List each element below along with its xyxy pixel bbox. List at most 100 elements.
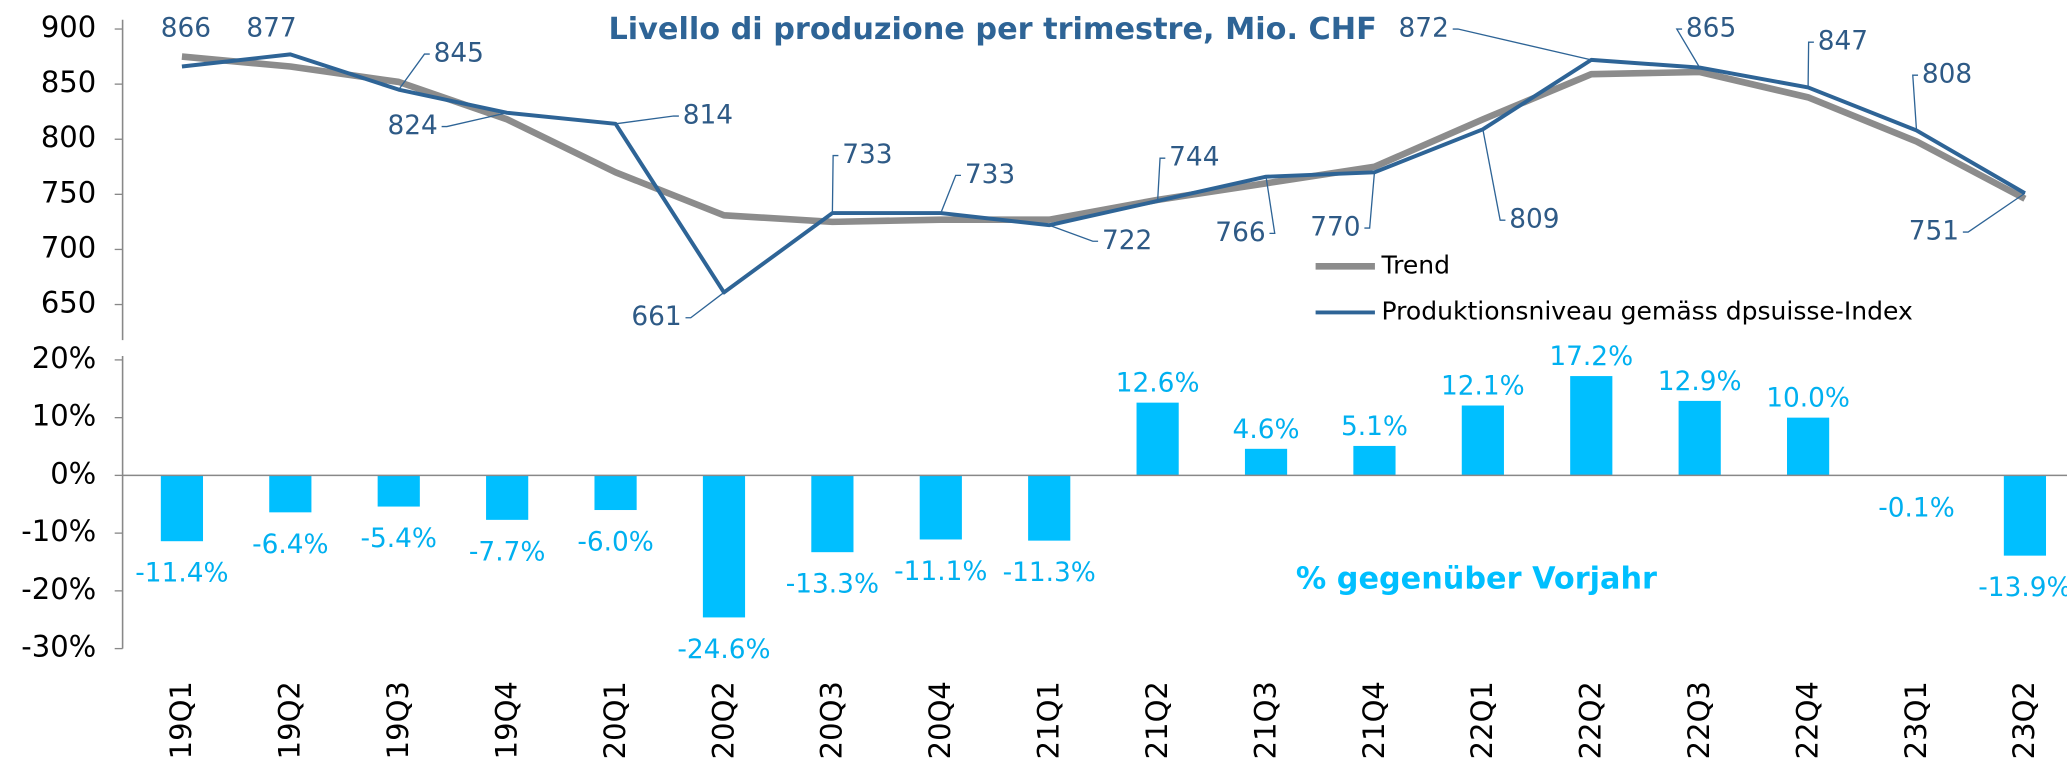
x-tick-label: 19Q2: [273, 681, 307, 759]
data-label: -11.1%: [894, 557, 987, 587]
leader-line: [441, 112, 508, 128]
bar: [377, 475, 420, 507]
data-label: 17.2%: [1549, 342, 1633, 372]
bar: [269, 475, 312, 513]
leader-line: [1452, 28, 1592, 61]
data-label: 12.9%: [1658, 367, 1742, 397]
legend-label: Trend: [1381, 250, 1451, 279]
bar: [811, 475, 854, 553]
data-label: -6.4%: [252, 530, 328, 560]
x-tick-label: 21Q1: [1032, 681, 1066, 759]
leader-line: [831, 154, 839, 214]
data-label: 661: [631, 302, 681, 332]
bar-title: % gegenüber Vorjahr: [1296, 562, 1657, 597]
data-label: -11.3%: [1003, 558, 1096, 588]
bar: [1678, 400, 1721, 476]
bar: [1570, 376, 1613, 476]
data-label: 866: [161, 14, 211, 44]
data-label: -13.9%: [1978, 573, 2067, 603]
x-tick-label: 19Q1: [164, 681, 198, 759]
leader-line: [1364, 172, 1376, 229]
x-tick-label: 22Q3: [1682, 681, 1716, 759]
bar: [1244, 448, 1288, 476]
y-tick-label: 650: [41, 286, 96, 320]
bar: [1787, 417, 1830, 476]
leader-line: [1482, 129, 1506, 221]
data-label: 733: [965, 160, 1015, 190]
y-tick-label: -10%: [21, 514, 96, 548]
data-label: 872: [1399, 14, 1449, 44]
x-tick-label: 19Q3: [381, 681, 415, 759]
x-tick-label: 19Q4: [489, 681, 523, 759]
data-label: 751: [1909, 217, 1959, 247]
leader-line: [398, 53, 430, 91]
y-tick-label: 20%: [32, 341, 96, 375]
y-tick-label: 850: [41, 65, 96, 99]
data-label: -7.7%: [469, 537, 545, 567]
leader-line: [1675, 28, 1701, 68]
data-label: 10.0%: [1766, 384, 1850, 414]
data-label: 733: [842, 140, 892, 170]
bar: [160, 475, 204, 542]
leader-line: [615, 115, 679, 125]
x-tick-label: 20Q2: [706, 681, 740, 759]
leader-line: [1048, 224, 1099, 242]
data-label: 5.1%: [1341, 412, 1408, 442]
data-label: 722: [1102, 226, 1152, 256]
data-label: 865: [1686, 14, 1736, 44]
data-label: 744: [1169, 143, 1219, 173]
data-label: 808: [1922, 60, 1972, 90]
x-tick-label: 22Q1: [1465, 681, 1499, 759]
x-tick-label: 22Q2: [1574, 681, 1608, 759]
y-tick-label: -20%: [21, 572, 96, 606]
x-tick-label: 20Q1: [598, 681, 632, 759]
leader-line: [1912, 74, 1919, 131]
bar: [1028, 475, 1071, 541]
y-tick-label: 700: [41, 230, 96, 264]
data-label: 12.1%: [1441, 372, 1525, 402]
x-tick-label: 22Q4: [1790, 681, 1824, 759]
data-label: 877: [246, 14, 296, 44]
y-tick-label: 10%: [32, 399, 96, 433]
leader-line: [1156, 157, 1166, 201]
data-label: -0.1%: [1878, 493, 1954, 523]
leader-line: [685, 291, 725, 319]
leader-line: [940, 174, 961, 214]
data-label: 847: [1818, 27, 1868, 57]
bar: [1353, 445, 1396, 476]
bar: [1136, 402, 1179, 476]
line-series: [181, 53, 2027, 226]
legend-label: Produktionsniveau gemäss dpsuisse-Index: [1382, 296, 1913, 325]
data-label: 12.6%: [1116, 369, 1200, 399]
data-label: -6.0%: [577, 527, 653, 557]
data-label: -24.6%: [677, 635, 770, 665]
bar: [919, 475, 962, 540]
x-tick-label: 21Q2: [1140, 681, 1174, 759]
data-label: 824: [387, 111, 437, 141]
x-tick-label: 23Q1: [1899, 681, 1933, 759]
leader-line: [1962, 192, 2026, 233]
data-label: -11.4%: [135, 559, 228, 589]
data-label: 766: [1215, 218, 1265, 248]
bar: [702, 475, 746, 618]
x-tick-label: 21Q4: [1357, 681, 1391, 759]
data-label: 770: [1310, 213, 1360, 243]
y-tick-label: 900: [41, 10, 96, 44]
data-label: 4.6%: [1233, 415, 1300, 445]
data-label: 845: [434, 39, 484, 69]
bar: [1461, 405, 1504, 476]
data-label: 814: [683, 101, 733, 131]
leader-line: [1265, 176, 1276, 235]
data-label: 809: [1509, 205, 1559, 235]
data-label: -5.4%: [360, 524, 436, 554]
data-label: -13.3%: [786, 570, 879, 600]
line-series: [181, 52, 2026, 295]
bar: [594, 475, 637, 511]
x-tick-label: 23Q2: [2007, 681, 2041, 759]
chart-title: Livello di produzione per trimestre, Mio…: [608, 12, 1376, 47]
x-tick-label: 20Q3: [815, 681, 849, 759]
y-tick-label: 800: [41, 120, 96, 154]
bar: [486, 475, 529, 520]
